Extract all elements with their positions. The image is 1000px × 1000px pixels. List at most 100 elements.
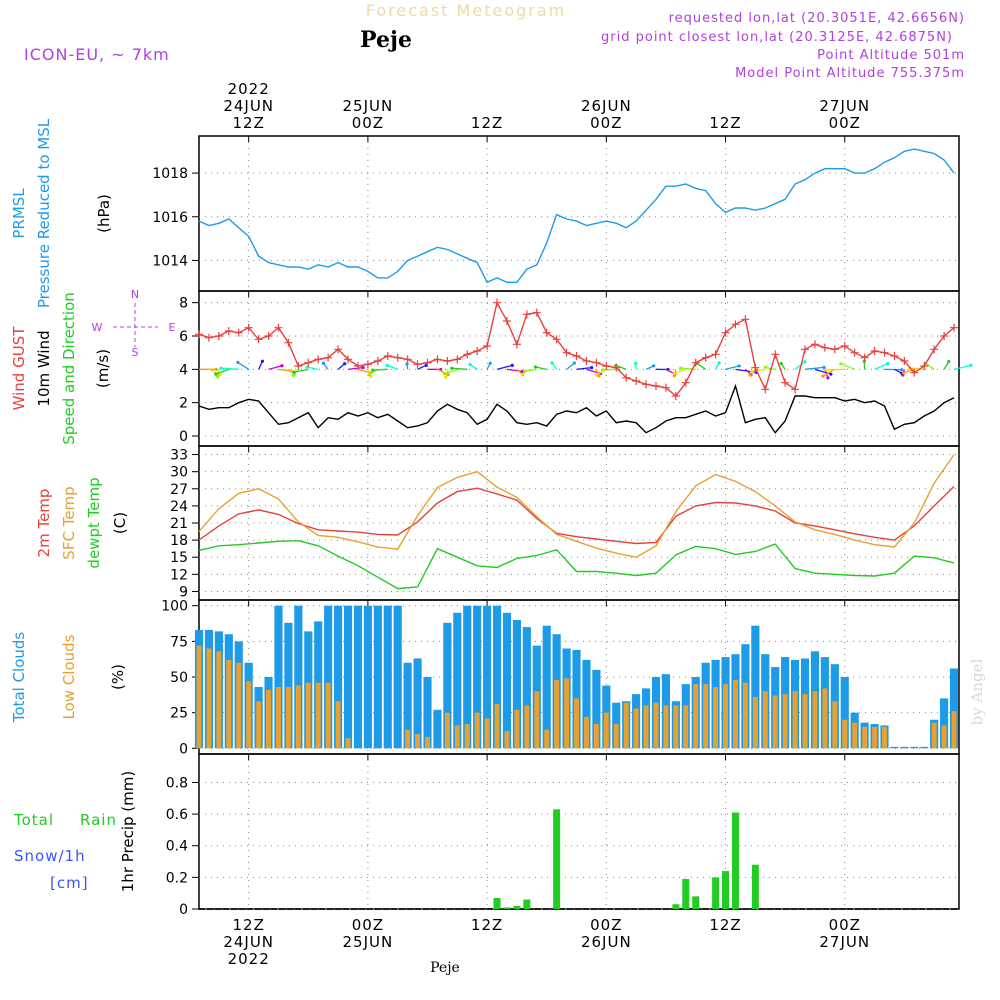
gust-marker <box>264 332 273 340</box>
wind-arrow <box>794 361 806 370</box>
top-tick-label: 24JUN <box>223 97 274 115</box>
low-cloud-bar <box>325 682 331 749</box>
low-cloud-bar <box>593 724 599 749</box>
point-altitude: Point Altitude 501m <box>817 48 965 63</box>
bottom-tick-label: 26JUN <box>581 933 632 951</box>
wind-arrow <box>953 364 972 370</box>
wind-arrow-head <box>969 363 973 367</box>
gust-marker <box>244 323 253 332</box>
bottom-tick-label: 00Z <box>829 916 861 934</box>
wind-arrow <box>674 368 687 374</box>
wind-arrow-head <box>533 365 538 369</box>
gust-marker <box>820 343 829 352</box>
bottom-tick-label: 27JUN <box>819 933 870 951</box>
y-tick-label: 15 <box>170 550 188 566</box>
y-tick-label: 100 <box>161 599 188 615</box>
low-cloud-bar <box>603 712 609 749</box>
10m-wind-line <box>198 383 955 434</box>
wind-arrow-head <box>280 364 284 368</box>
series-label: dewpt Temp <box>85 477 103 568</box>
series-label: Total Clouds <box>10 632 28 724</box>
low-cloud-bar <box>335 701 341 749</box>
wind-arrow-head <box>900 368 904 372</box>
y-tick-label: 9 <box>179 584 188 600</box>
low-cloud-bar <box>613 724 619 749</box>
wind-arrow <box>268 365 283 370</box>
units-label: (hPa) <box>95 194 113 233</box>
total-cloud-bar <box>433 709 442 749</box>
total-cloud-bar <box>483 605 492 749</box>
compass-letter: N <box>131 288 139 301</box>
gust-marker <box>671 392 680 400</box>
bottom-tick-label: 00Z <box>590 916 622 934</box>
gust-marker <box>801 345 810 354</box>
precip-legend-label: Total <box>13 811 54 829</box>
total-cloud-bar <box>403 662 412 749</box>
gust-marker <box>433 355 442 364</box>
wind-arrow <box>765 366 776 370</box>
top-tick-label: 12Z <box>232 114 264 132</box>
dewpt-temp-line <box>198 539 955 590</box>
chart-title: Forecast Meteogram <box>366 1 566 20</box>
series-label: 2m Temp <box>35 489 53 558</box>
wind-arrow-head <box>829 372 833 376</box>
wind-panel: 0 2 4 6 8 Wind GUST 10m Wind Speed and Directio… <box>10 288 973 447</box>
wind-arrow <box>804 366 825 370</box>
wind-arrow-head <box>367 372 371 377</box>
low-cloud-bar <box>792 691 798 749</box>
top-tick-label: 2022 <box>228 80 270 98</box>
2m-temp-line <box>198 486 955 545</box>
prmsl-line <box>198 148 955 284</box>
total-cloud-bar <box>413 658 422 749</box>
low-cloud-bar <box>454 725 460 749</box>
gust-marker <box>761 385 770 394</box>
wind-arrow-head <box>803 360 807 364</box>
rain-bar <box>523 899 531 909</box>
gust-marker <box>890 352 899 360</box>
total-cloud-bar <box>463 605 472 749</box>
low-cloud-bar <box>574 698 579 749</box>
wind-arrow <box>237 361 250 370</box>
low-cloud-bar <box>494 704 500 749</box>
wind-arrow <box>215 368 230 375</box>
y-tick-label: 1014 <box>152 253 188 269</box>
units-label: 1hr Precip (mm) <box>119 771 137 892</box>
total-cloud-bar <box>284 622 293 749</box>
gust-marker <box>383 352 392 360</box>
total-cloud-bar <box>900 746 909 749</box>
low-cloud-bar <box>564 678 570 749</box>
low-cloud-bar <box>941 725 947 749</box>
units-label: (C) <box>111 512 129 534</box>
wind-arrow <box>220 367 239 370</box>
gust-marker <box>284 338 293 347</box>
series-label: Speed and Direction <box>60 292 78 445</box>
wind-arrow <box>874 362 889 370</box>
total-cloud-bar <box>363 605 372 749</box>
wind-arrow-head <box>601 368 605 372</box>
bottom-tick-label: 12Z <box>471 916 503 934</box>
low-cloud-bar <box>315 682 321 749</box>
gust-marker <box>393 353 402 362</box>
low-cloud-bar <box>693 684 699 749</box>
wind-arrow-head <box>214 367 218 371</box>
low-cloud-bar <box>832 701 838 749</box>
low-cloud-bar <box>534 691 540 749</box>
low-cloud-bar <box>554 679 560 749</box>
gust-marker <box>900 357 909 365</box>
low-cloud-bar <box>812 691 818 749</box>
wind-arrow-head <box>361 365 365 370</box>
wind-arrow-head <box>450 366 454 370</box>
low-cloud-bar <box>752 696 758 749</box>
gust-marker <box>413 360 422 369</box>
total-cloud-bar <box>453 612 462 749</box>
total-cloud-bar <box>592 669 601 749</box>
location-title: Peje <box>360 27 412 53</box>
low-cloud-bar <box>584 716 589 749</box>
total-cloud-bar <box>274 605 283 749</box>
gust-marker <box>493 298 502 307</box>
gust-marker <box>860 353 869 362</box>
gust-marker <box>622 373 631 382</box>
units-label: (m/s) <box>94 349 112 388</box>
low-cloud-bar <box>415 734 421 749</box>
